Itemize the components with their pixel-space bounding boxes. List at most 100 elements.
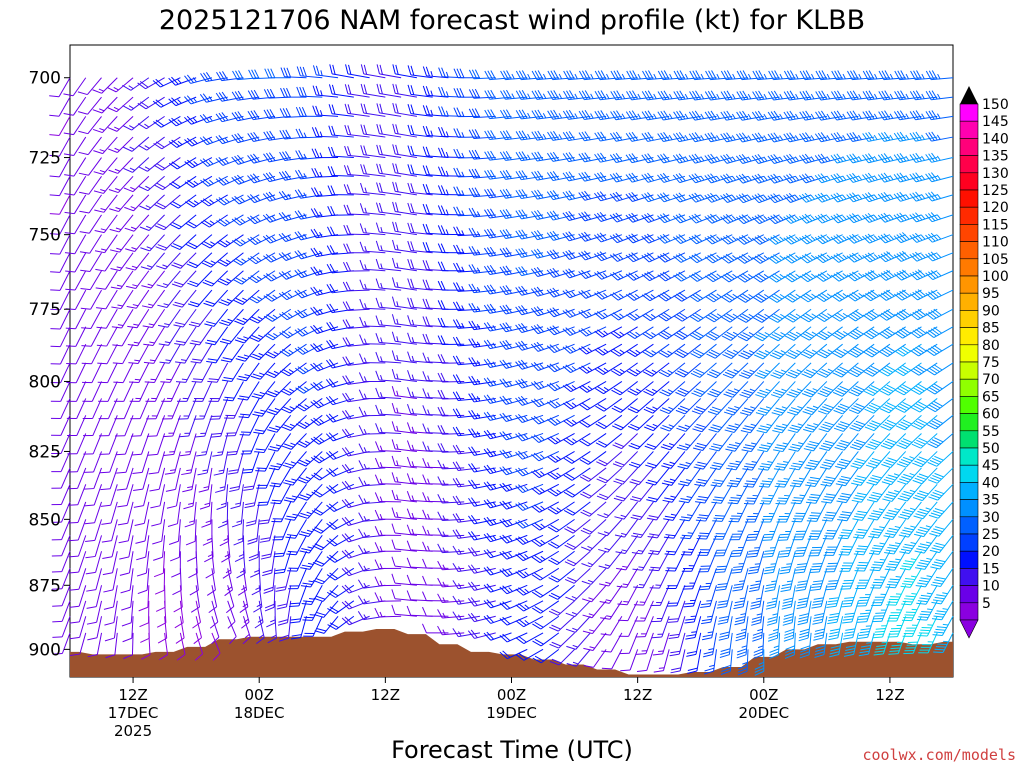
wind-barb [515,413,544,423]
wind-barb [407,164,433,177]
wind-barb [887,616,907,638]
wind-barb [188,551,198,579]
wind-barb [927,433,954,449]
colorbar-swatch [959,327,979,346]
wind-barb [565,615,591,633]
wind-barb [483,448,512,458]
wind-barb [217,270,244,286]
wind-barb [823,535,844,556]
wind-barb [546,325,575,336]
wind-barb [530,362,559,371]
colorbar-label: 20 [982,544,1000,560]
wind-barb [546,287,575,298]
wind-barb [930,550,954,570]
wind-barb [374,474,402,485]
wind-barb [251,381,276,400]
wind-barb [717,600,733,625]
wind-barb [215,135,244,145]
colorbar-swatch [959,258,979,277]
wind-barb [267,415,292,433]
wind-barb [767,90,796,101]
wind-barb [67,484,87,506]
wind-barb [311,167,339,178]
wind-barb [499,188,528,199]
wind-barb [484,150,512,161]
wind-barb [531,534,560,547]
wind-barb [70,632,87,656]
wind-barb [259,519,276,543]
wind-barb [358,443,386,453]
wind-barb [312,550,339,567]
x-tick-time: 12Z [371,686,400,704]
wind-barb [595,398,623,412]
wind-barb [483,339,512,350]
wind-barb [51,551,71,573]
wind-barb [452,611,481,621]
wind-barb [422,606,449,617]
wind-barb [831,289,859,302]
wind-barb [829,632,844,658]
wind-barb [391,539,417,552]
wind-barb [484,89,512,100]
wind-barb [744,484,765,505]
wind-barb [778,535,796,558]
wind-barb [158,632,169,661]
wind-barb [421,623,449,634]
x-tick-time: 12Z [118,686,147,704]
wind-barb [260,535,276,560]
wind-barb [657,132,686,143]
wind-barb [863,362,891,377]
wind-barb [215,157,244,166]
wind-barb [310,208,339,218]
wind-barb [274,551,292,574]
wind-barb [165,467,181,492]
wind-barb [184,194,213,208]
wind-barb [595,433,623,448]
wind-barb [295,414,323,430]
colorbar-swatch [959,430,979,449]
wind-barb [695,501,717,522]
wind-barb [770,362,796,379]
wind-barb [641,131,670,142]
wind-barb [483,516,512,526]
wind-barb [122,616,134,643]
y-tick-label: 775 [29,300,61,320]
wind-barb [215,467,229,493]
wind-barb [468,283,496,294]
wind-barb [360,64,386,79]
wind-barb [234,308,260,326]
wind-barb [452,595,481,605]
wind-barb [185,214,213,229]
x-tick-time: 12Z [623,686,652,704]
wind-barb [515,378,544,389]
wind-barb [484,208,512,219]
wind-barb [580,483,607,499]
wind-barb [581,550,607,568]
wind-barb [582,615,607,635]
wind-barb [549,632,575,649]
wind-barb [878,70,906,81]
wind-barb [866,483,891,503]
wind-barb [375,202,402,216]
wind-barb [144,362,166,383]
wind-barb [453,282,480,292]
wind-barb [310,228,339,239]
wind-barb [391,314,417,328]
wind-barb [215,91,244,102]
wind-barb [893,172,922,183]
wind-barb [294,210,323,220]
wind-barb [909,191,938,202]
wind-barb [915,568,938,588]
wind-barb [599,585,623,604]
wind-barb [830,153,859,164]
wind-barb [636,632,654,655]
wind-barb [185,234,213,250]
wind-barb [720,132,749,143]
wind-barb [678,484,702,504]
wind-barb [610,289,638,301]
wind-barb [240,433,260,455]
wind-barb [49,214,71,235]
wind-barb [657,172,686,183]
wind-barb [579,433,607,447]
wind-barb [781,585,796,610]
